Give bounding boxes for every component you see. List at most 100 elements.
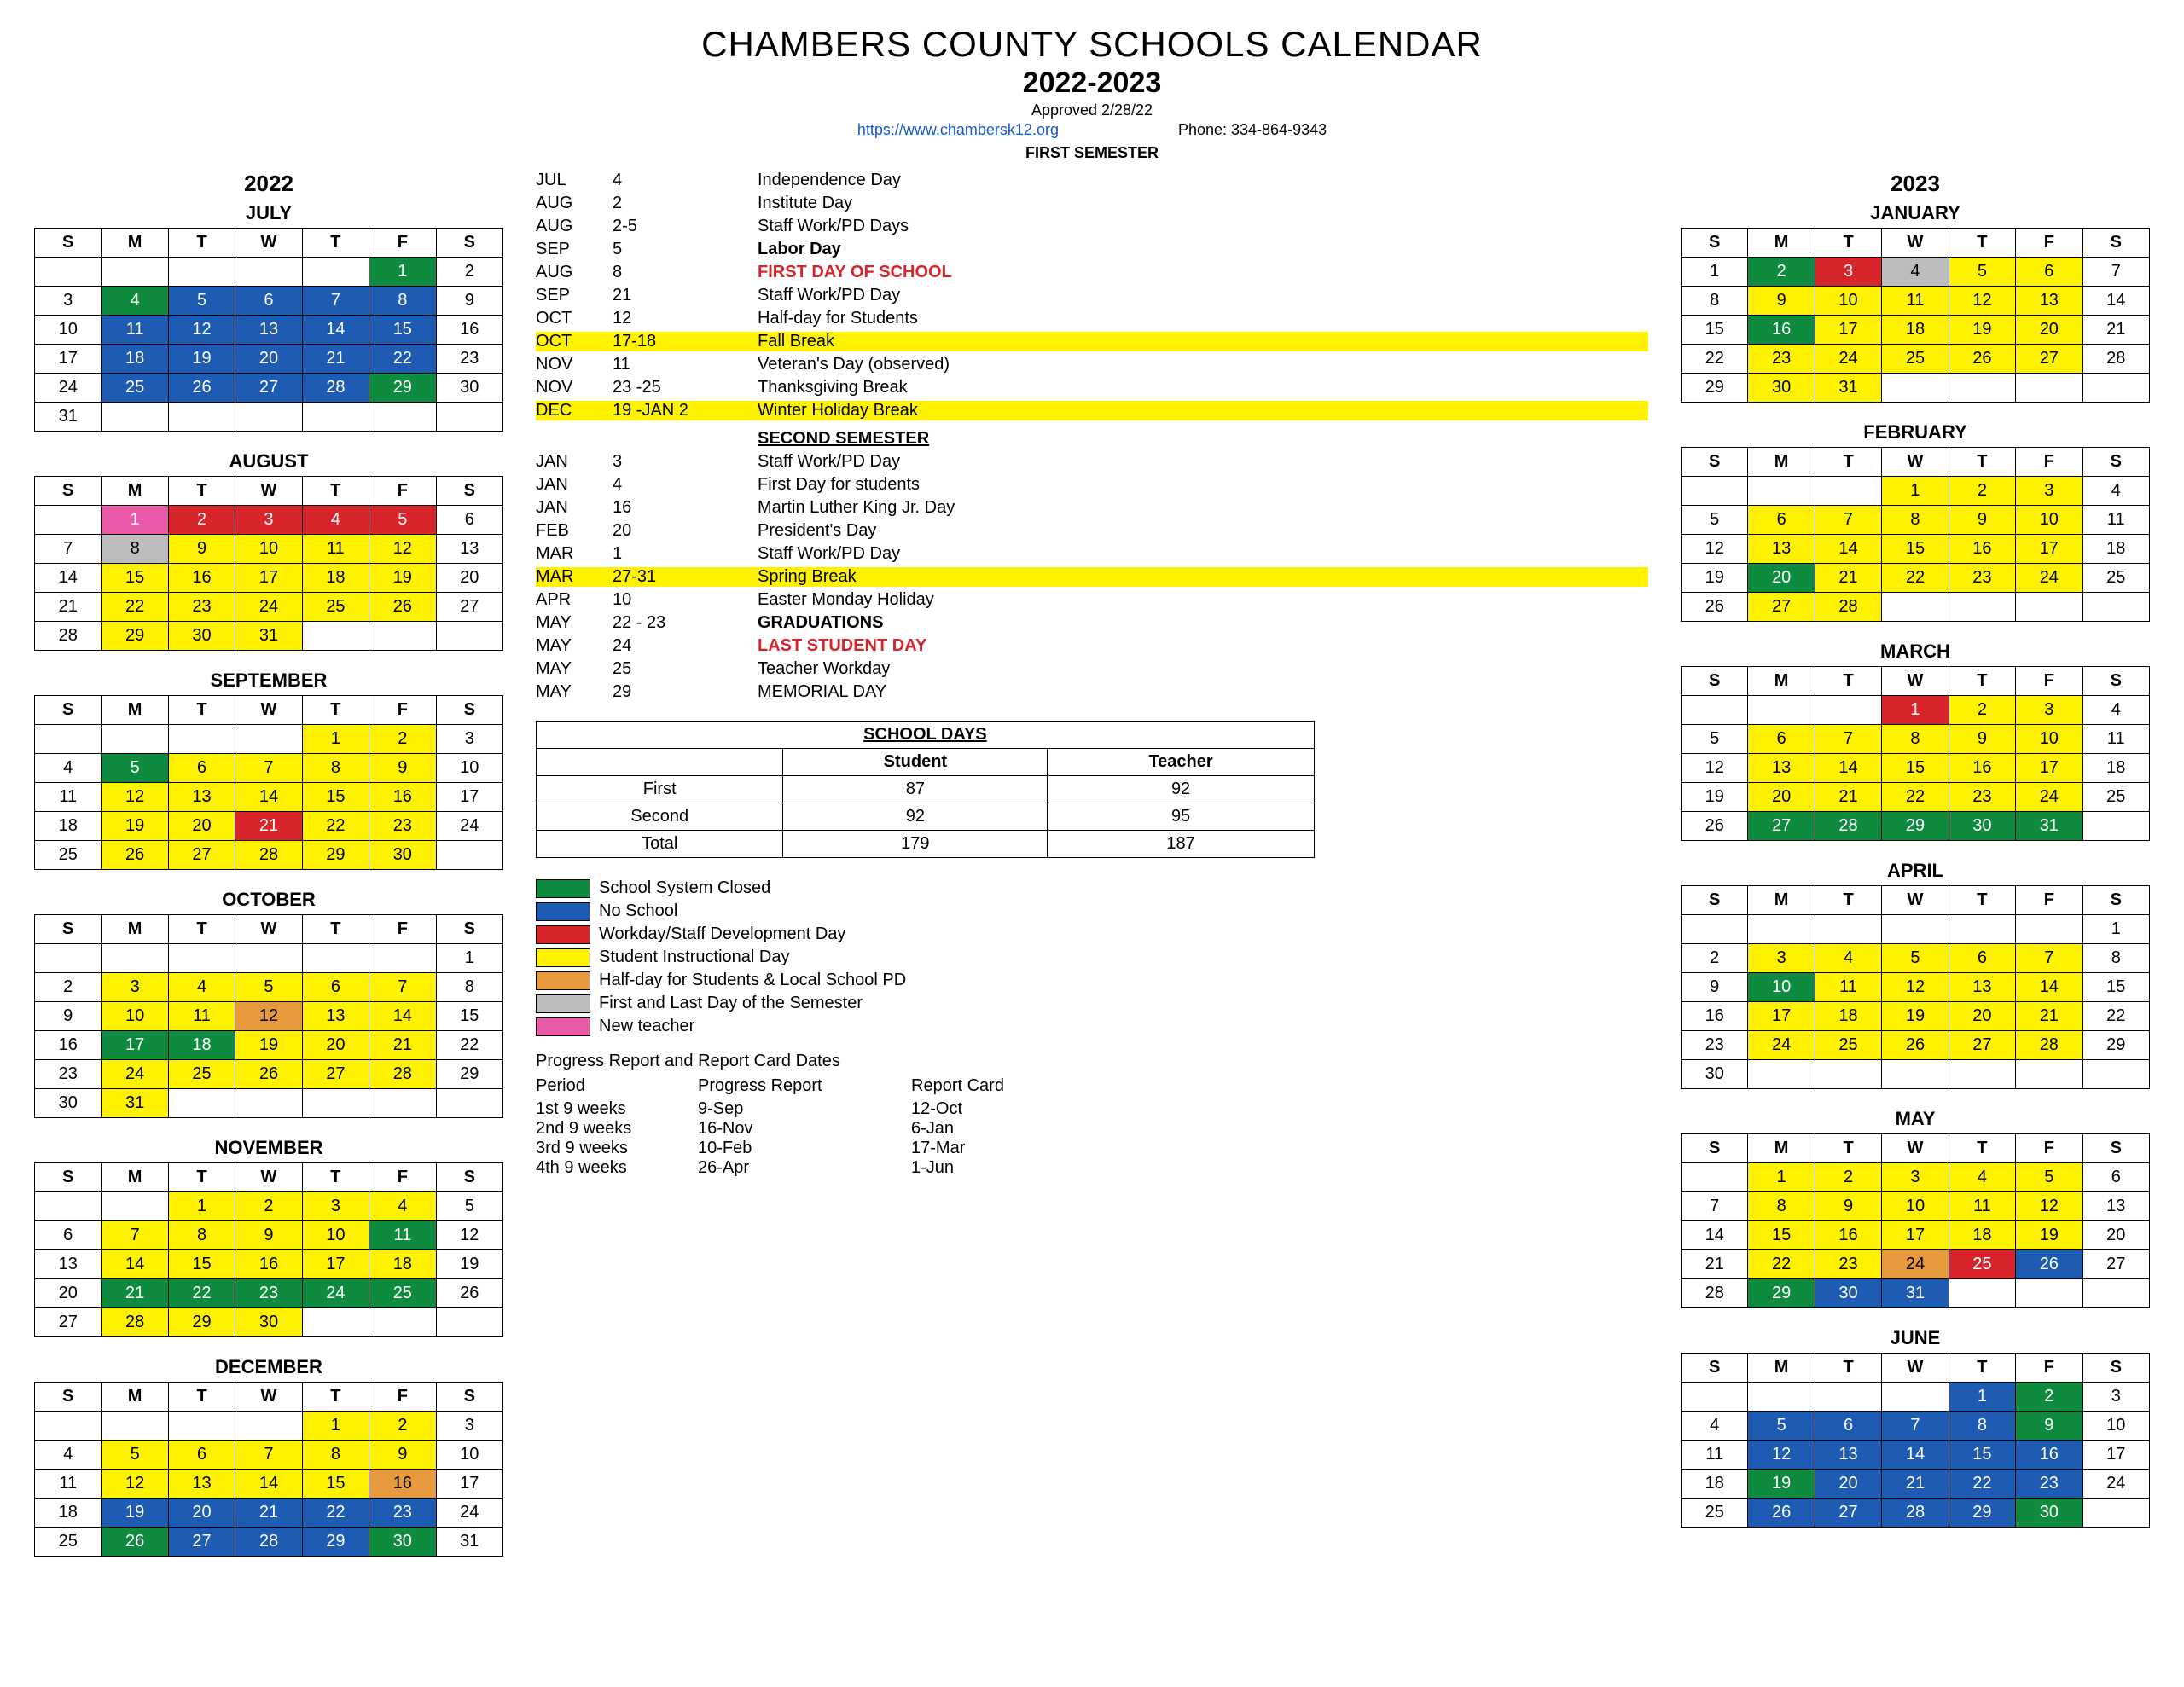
day-cell: 26 [1748,1499,1815,1528]
day-header: M [102,1383,168,1412]
day-cell: 5 [1949,258,2015,287]
day-cell [302,1089,369,1118]
day-header: M [102,477,168,506]
day-cell [2082,374,2149,403]
left-calendar-column: 2022 JULYSMTWTFS 12345678910111213141516… [34,171,503,1575]
day-cell: 24 [235,593,302,622]
day-cell [168,1089,235,1118]
day-cell: 11 [1949,1192,2015,1221]
day-cell: 14 [2016,973,2082,1002]
day-header: S [436,477,502,506]
day-cell: 22 [1882,783,1949,812]
day-cell: 21 [2016,1002,2082,1031]
month-march: MARCHSMTWTFS 123456789101112131415161718… [1681,641,2150,841]
day-cell [1815,696,1881,725]
day-cell: 18 [1682,1470,1748,1499]
day-cell: 19 [1682,564,1748,593]
day-cell: 28 [2082,345,2149,374]
event-date: 2 [613,194,758,213]
day-cell [369,1089,436,1118]
day-header: S [2082,1354,2149,1383]
day-cell: 9 [2016,1412,2082,1441]
day-cell: 3 [302,1192,369,1221]
event-desc: Independence Day [758,171,1648,190]
event-month: SEP [536,240,613,259]
day-cell: 6 [1748,725,1815,754]
event-date: 27-31 [613,567,758,587]
day-cell: 8 [1882,506,1949,535]
day-header: T [1815,448,1881,477]
event-desc: Martin Luther King Jr. Day [758,498,1648,518]
day-cell: 22 [1748,1250,1815,1279]
event-date: 20 [613,521,758,541]
day-header: F [2016,1134,2082,1163]
progress-row: 3rd 9 weeks10-Feb17-Mar [536,1139,1648,1158]
event-date: 4 [613,475,758,495]
website-link[interactable]: https://www.chambersk12.org [857,121,1059,139]
day-cell: 23 [369,1499,436,1528]
day-header: W [235,696,302,725]
calendar-grid: SMTWTFS 12345678910111213141516171819202… [1681,1133,2150,1308]
progress-cell: 12-Oct [911,1099,1082,1119]
event-desc: Staff Work/PD Day [758,286,1648,305]
day-cell: 27 [168,1528,235,1557]
day-cell: 28 [235,841,302,870]
day-header: S [2082,667,2149,696]
day-cell: 2 [168,506,235,535]
day-cell: 24 [2016,564,2082,593]
day-cell: 17 [35,345,102,374]
day-cell: 30 [369,841,436,870]
event-date: 8 [613,263,758,282]
day-cell [2082,812,2149,841]
day-cell: 18 [1815,1002,1881,1031]
day-cell: 19 [369,564,436,593]
day-cell: 14 [102,1250,168,1279]
day-cell [1748,477,1815,506]
day-cell: 20 [2082,1221,2149,1250]
day-cell: 20 [1748,564,1815,593]
day-cell: 23 [1949,783,2015,812]
day-cell: 4 [302,506,369,535]
day-header: T [168,1383,235,1412]
day-cell [2016,1060,2082,1089]
day-cell: 12 [436,1221,502,1250]
legend-row: Workday/Staff Development Day [536,925,1648,944]
day-cell: 4 [1882,258,1949,287]
month-name: JUNE [1681,1327,2150,1349]
day-cell: 29 [1882,812,1949,841]
day-header: F [2016,229,2082,258]
day-cell: 6 [302,973,369,1002]
day-cell: 2 [1949,477,2015,506]
day-cell: 10 [35,316,102,345]
day-cell: 17 [302,1250,369,1279]
legend-label: Half-day for Students & Local School PD [599,971,906,990]
event-date: 11 [613,355,758,374]
day-cell: 27 [1748,593,1815,622]
day-cell: 21 [235,1499,302,1528]
day-cell: 3 [436,1412,502,1441]
day-header: T [1949,667,2015,696]
day-cell: 8 [1682,287,1748,316]
school-days-cell: 179 [783,831,1048,858]
day-cell: 21 [1682,1250,1748,1279]
day-header: T [1815,886,1881,915]
day-header: S [1682,667,1748,696]
day-cell: 26 [1949,345,2015,374]
day-cell: 31 [235,622,302,651]
day-cell: 10 [102,1002,168,1031]
school-days-col: Student [783,749,1048,776]
day-cell: 9 [369,1441,436,1470]
day-cell: 20 [168,1499,235,1528]
day-cell: 25 [1682,1499,1748,1528]
day-cell: 2 [35,973,102,1002]
school-days-cell: 92 [1048,776,1314,803]
day-cell: 1 [1682,258,1748,287]
day-cell: 7 [235,1441,302,1470]
legend-swatch [536,879,590,898]
day-cell: 14 [35,564,102,593]
day-cell: 1 [302,725,369,754]
day-cell [1748,696,1815,725]
day-cell: 25 [302,593,369,622]
day-cell: 10 [1815,287,1881,316]
day-cell: 29 [436,1060,502,1089]
